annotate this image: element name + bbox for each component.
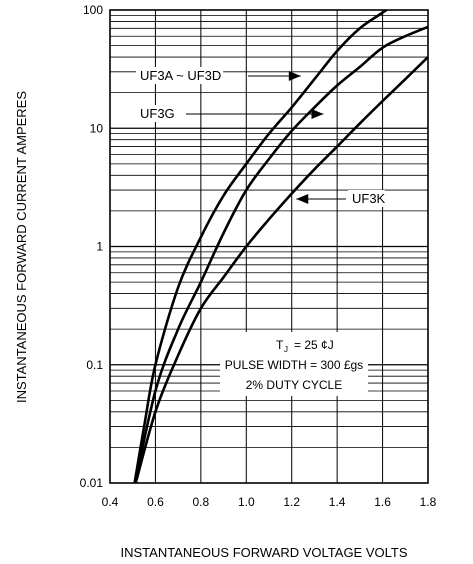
label-uf3a-uf3d-bg	[136, 67, 224, 84]
conditions-tj-subscript: J	[284, 345, 288, 354]
label-uf3g-bg	[136, 105, 173, 122]
x-tick-label: 0.8	[193, 495, 210, 509]
y-tick-label: 0.1	[86, 358, 103, 372]
conditions-box	[220, 332, 368, 396]
x-tick-label: 1.2	[283, 495, 300, 509]
x-tick-label: 1.0	[238, 495, 255, 509]
x-tick-label: 1.4	[329, 495, 346, 509]
curve-uf3g	[133, 25, 428, 483]
x-tick-label: 1.6	[374, 495, 391, 509]
x-axis-title: INSTANTANEOUS FORWARD VOLTAGE VOLTS	[121, 545, 408, 560]
curve-uf3a-uf3d	[133, 10, 389, 483]
label-uf3k-bg	[348, 190, 385, 207]
y-tick-label: 10	[90, 121, 104, 135]
curve-labels: UF3A ~ UF3D UF3G UF3K	[136, 67, 386, 207]
conditions-duty-cycle: 2% DUTY CYCLE	[246, 378, 342, 392]
x-tick-label: 0.4	[102, 495, 119, 509]
curves	[133, 10, 428, 483]
y-tick-label: 100	[83, 3, 103, 17]
conditions-pulse-width: PULSE WIDTH = 300 £gs	[225, 358, 363, 372]
y-tick-label: 0.01	[80, 476, 104, 490]
label-uf3k-arrowhead	[296, 194, 309, 204]
tick-labels: 0.4 0.6 0.8 1.0 1.2 1.4 1.6 1.8 0.01 0.1 1 10 100	[80, 3, 437, 509]
conditions-tj-value: = 25 ¢J	[294, 338, 334, 352]
x-tick-label: 0.6	[147, 495, 164, 509]
conditions-tj-symbol: T	[276, 338, 284, 352]
label-uf3a-uf3d: UF3A ~ UF3D	[140, 68, 221, 83]
x-tick-label: 1.8	[420, 495, 437, 509]
y-axis-title: INSTANTANEOUS FORWARD CURRENT AMPERES	[14, 91, 29, 403]
y-tick-label: 1	[96, 240, 103, 254]
plot-frame	[109, 9, 429, 484]
label-uf3g: UF3G	[140, 106, 175, 121]
label-uf3k: UF3K	[352, 191, 386, 206]
curve-uf3k	[134, 56, 428, 483]
label-uf3g-arrowhead	[311, 109, 324, 119]
label-uf3a-uf3d-arrowhead	[288, 71, 301, 81]
